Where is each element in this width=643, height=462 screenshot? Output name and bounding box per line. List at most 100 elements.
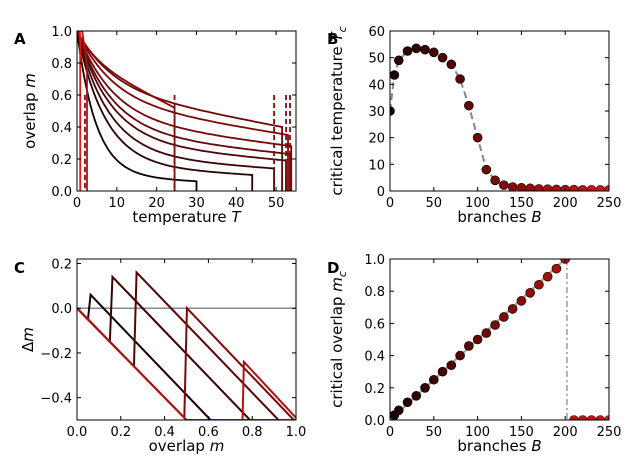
x-tick-label: 50 — [426, 196, 443, 211]
x-tick-label: 0 — [73, 196, 81, 211]
axes-frame — [76, 258, 297, 421]
y-axis-label: critical overlap mc — [328, 271, 349, 408]
data-point — [534, 279, 544, 290]
y-tick-label: 1.0 — [51, 25, 72, 40]
x-tick-label: 150 — [509, 196, 534, 211]
x-tick-label: 0.4 — [154, 425, 175, 440]
x-axis-label: overlap m — [149, 437, 225, 455]
x-tick-label: 0.6 — [198, 425, 219, 440]
y-tick-label: 0.6 — [364, 317, 385, 332]
panel-label-C: C — [14, 259, 25, 277]
y-tick-label: 40 — [368, 78, 385, 93]
x-tick-label: 150 — [509, 425, 534, 440]
fit-line — [390, 47, 609, 191]
data-point — [595, 415, 606, 420]
y-tick-label: 60 — [368, 25, 385, 40]
series-line — [77, 31, 289, 191]
data-point — [402, 397, 413, 408]
y-tick-label: 0.4 — [364, 350, 385, 365]
y-tick-label: 50 — [368, 52, 385, 67]
data-point — [507, 182, 518, 191]
data-point — [390, 70, 400, 80]
x-tick-label: 1.0 — [286, 425, 307, 440]
data-point — [437, 52, 448, 63]
data-point — [402, 46, 413, 56]
data-point — [569, 415, 579, 420]
series-line — [77, 31, 284, 191]
panel-B: B 0 50 100 150 200 250 0 10 20 30 40 50 60 — [327, 25, 621, 211]
series-line — [77, 307, 296, 420]
series-line — [77, 31, 293, 191]
data-point — [455, 74, 465, 84]
y-tick-label: 0.0 — [51, 302, 72, 317]
data-point — [534, 184, 544, 191]
data-point — [542, 184, 553, 191]
x-axis-label: temperature T — [132, 208, 242, 226]
data-point — [499, 180, 509, 190]
y-tick-label: 0.2 — [364, 382, 385, 397]
panel-C: C 0.0 0.2 0.4 0.6 0.8 1.0 −0.4 −0.2 0.0 0.2 Δm — [14, 257, 307, 440]
data-point — [411, 391, 422, 401]
y-tick-label: 0.8 — [51, 57, 72, 72]
y-tick-label: 0.2 — [51, 153, 72, 168]
x-axis-label: branches B — [457, 208, 541, 226]
plot-area — [77, 270, 296, 420]
series-line — [77, 31, 82, 191]
panel-D: D 0 50 100 150 200 250 0.0 0.2 0.4 0.6 0.8 1.0 — [327, 253, 621, 440]
data-point — [464, 100, 474, 111]
data-point — [569, 184, 579, 191]
y-tick-label: 0.2 — [51, 257, 72, 272]
data-point — [604, 415, 609, 420]
plot-area — [390, 43, 609, 191]
data-point — [464, 341, 474, 351]
data-point — [446, 360, 457, 371]
data-point — [586, 185, 597, 191]
y-tick-label: 20 — [368, 132, 385, 147]
x-tick-label: 0 — [386, 196, 394, 211]
x-tick-label: 0.2 — [110, 425, 131, 440]
data-point — [577, 185, 588, 191]
series-line — [77, 31, 88, 191]
data-point — [472, 334, 483, 345]
data-point — [437, 366, 448, 377]
x-tick-label: 0.0 — [67, 425, 88, 440]
y-tick-label: 30 — [368, 105, 385, 120]
axes-frame — [389, 258, 610, 421]
y-tick-label: 0.0 — [51, 185, 72, 200]
data-point — [586, 415, 597, 420]
x-tick-label: 0.8 — [242, 425, 263, 440]
x-tick-label: 0 — [386, 425, 394, 440]
data-point — [516, 296, 527, 306]
data-point — [472, 132, 483, 143]
y-axis-label: overlap m — [21, 73, 39, 149]
panel-label-D: D — [327, 259, 339, 277]
data-point — [507, 304, 518, 314]
panel-label-A: A — [14, 30, 26, 48]
x-tick-label: 100 — [465, 425, 490, 440]
y-tick-label: 10 — [368, 158, 385, 173]
x-tick-label: 40 — [228, 196, 245, 211]
data-point — [542, 271, 553, 282]
plot-area — [77, 31, 293, 191]
x-tick-label: 100 — [465, 196, 490, 211]
x-tick-label: 250 — [597, 425, 622, 440]
data-point — [428, 374, 439, 385]
x-tick-label: 50 — [426, 425, 443, 440]
data-point — [490, 320, 500, 330]
series-line — [77, 31, 254, 191]
panel-label-B: B — [327, 30, 338, 48]
data-point — [393, 55, 404, 66]
y-axis-label: Δm — [19, 327, 37, 352]
axes-frame — [76, 30, 297, 192]
data-point — [428, 47, 439, 58]
data-point — [481, 164, 492, 175]
y-tick-label: 0.0 — [364, 414, 385, 429]
x-axis-label: branches B — [457, 437, 541, 455]
data-point — [551, 263, 562, 274]
data-point — [499, 312, 509, 322]
x-tick-label: 20 — [148, 196, 165, 211]
series-line — [77, 31, 287, 191]
data-point — [420, 44, 430, 55]
series-line — [77, 31, 176, 191]
